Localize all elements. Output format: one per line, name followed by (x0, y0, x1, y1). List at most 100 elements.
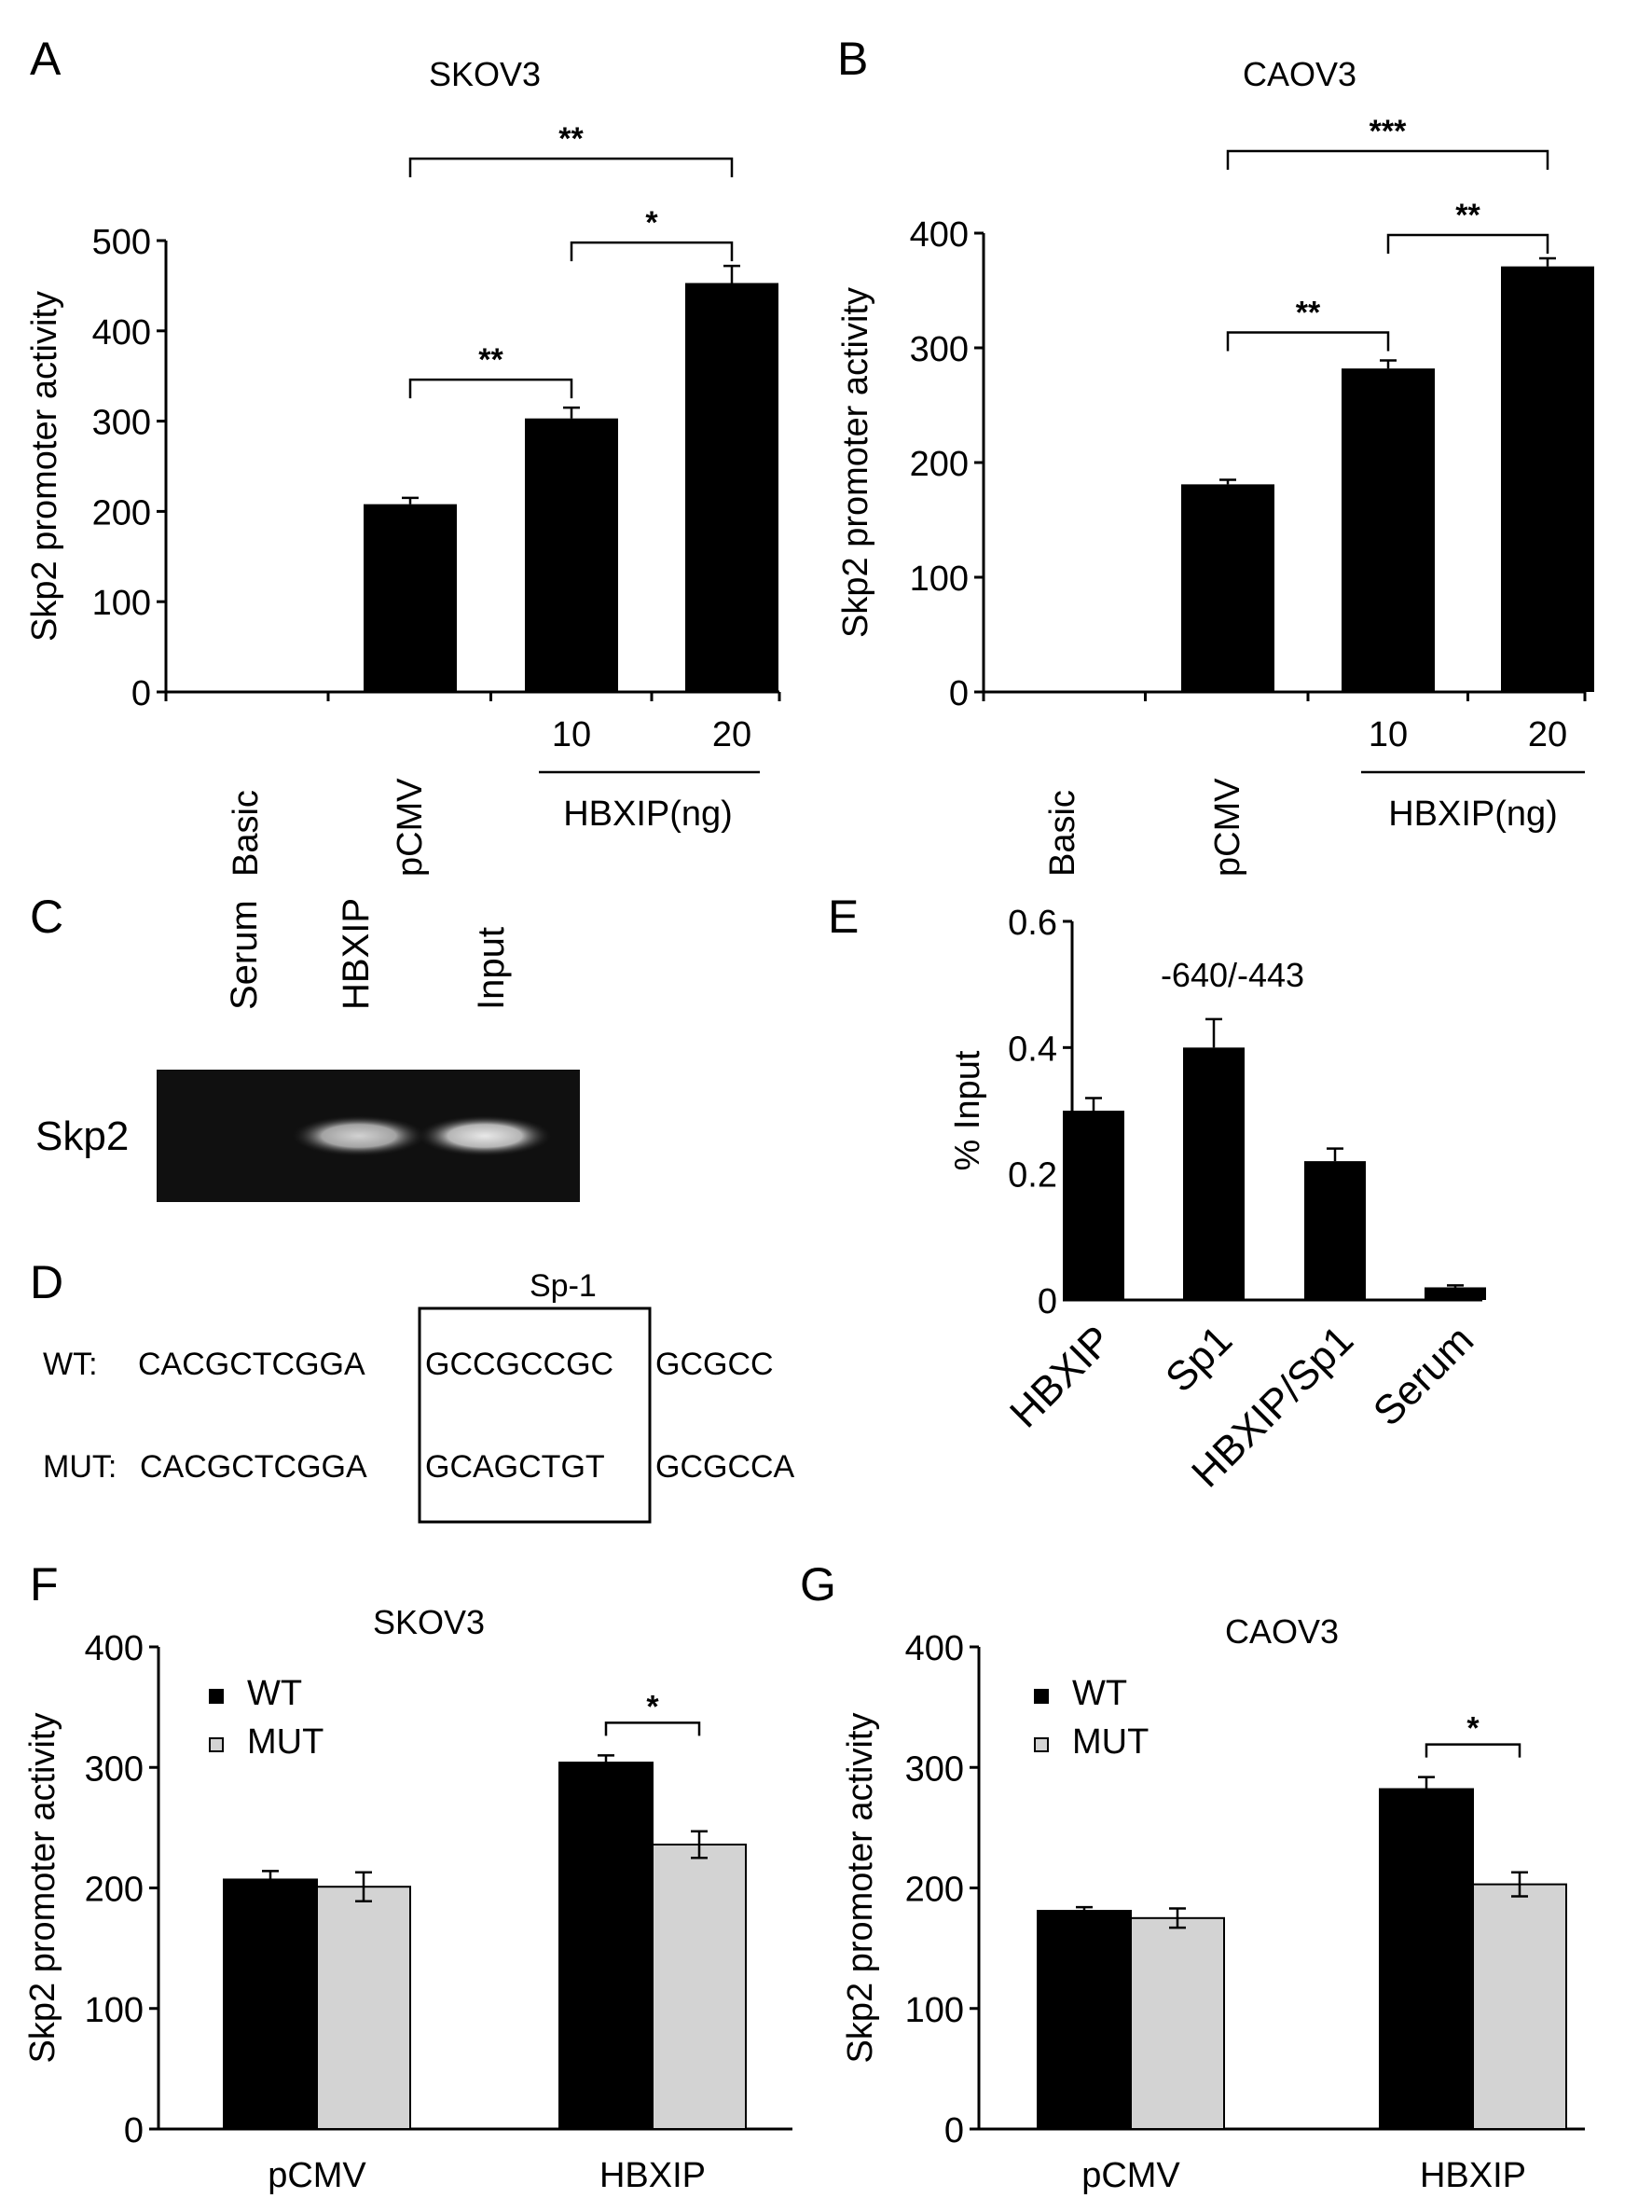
significance-label: * (645, 205, 658, 241)
x-category-label: HBXIP (1420, 2156, 1526, 2195)
chart-f-skov3-wt-mut: 0 100 200 300 400 Skp2 promoter activity SKOV3… (23, 1603, 792, 2195)
y-tick-label: 200 (92, 493, 151, 532)
y-tick-label: 100 (85, 1991, 144, 2030)
panel-label-e: E (828, 891, 859, 943)
x-category-label: HBXIP (1001, 1317, 1121, 1436)
motif-box (418, 1306, 652, 1524)
bar-wt (558, 1762, 654, 2130)
bar (364, 504, 457, 692)
y-tick-label: 500 (92, 223, 151, 262)
y-tick-label: 0.4 (1008, 1030, 1057, 1069)
significance-bracket (1425, 1743, 1521, 1758)
y-tick-label: 100 (92, 584, 151, 623)
bar-wt (1037, 1910, 1132, 2131)
gel-band-input (418, 1115, 552, 1156)
bar (1501, 266, 1594, 692)
x-category-label: pCMV (391, 778, 430, 877)
legend-swatch-wt (209, 1689, 224, 1704)
significance-label: ** (558, 121, 584, 157)
bar (525, 418, 618, 692)
panel-label-d: D (30, 1256, 63, 1308)
panel-label-a: A (30, 33, 62, 85)
bar-mut (1130, 1916, 1225, 2130)
y-tick-label: 200 (85, 1871, 144, 1910)
significance-bracket (408, 378, 573, 399)
mut-right-seq: GCGCCA (655, 1449, 795, 1485)
bar-mut (652, 1843, 747, 2130)
chart-title: CAOV3 (1225, 1612, 1339, 1651)
y-tick-label: 400 (905, 1629, 964, 1668)
y-tick-label: 300 (92, 404, 151, 443)
bar (1304, 1161, 1366, 1300)
chart-g-caov3-wt-mut: 0 100 200 300 400 Skp2 promoter activity CAOV3… (841, 1612, 1585, 2195)
y-axis-label: Skp2 promoter activity (836, 287, 875, 638)
sequence-panel: Sp-1 WT: CACGCTCGGA GCCGCCGC GCGCC MUT: … (43, 1268, 822, 1524)
x-category-label: pCMV (1081, 2156, 1180, 2195)
x-category-label: HBXIP (599, 2156, 706, 2195)
x-category-label: Sp1 (1157, 1317, 1241, 1401)
y-tick-label: 300 (905, 1749, 964, 1789)
group-label: HBXIP(ng) (1388, 795, 1558, 834)
panel-label-c: C (30, 891, 63, 943)
y-axis-label: Skp2 promoter activity (23, 1713, 62, 2064)
chart-title: SKOV3 (373, 1603, 485, 1641)
significance-bracket (408, 157, 734, 178)
y-tick-label: 0 (944, 2111, 964, 2150)
motif-label: Sp-1 (530, 1268, 597, 1304)
mut-motif-seq: GCAGCTGT (425, 1449, 605, 1485)
y-axis-label: Skp2 promoter activity (25, 291, 64, 642)
x-category-label: 20 (712, 715, 751, 754)
y-tick-label: 200 (905, 1871, 964, 1910)
bar-wt (223, 1878, 318, 2130)
bar-mut (316, 1886, 411, 2131)
chart-title: CAOV3 (1243, 55, 1356, 93)
y-tick-label: 400 (92, 313, 151, 353)
x-category-label: 10 (1369, 715, 1408, 754)
y-tick-label: 300 (910, 330, 969, 369)
gel-lane-label-serum: Serum (224, 900, 265, 1010)
bar-wt (1379, 1788, 1474, 2130)
panel-label-f: F (30, 1558, 59, 1611)
y-tick-label: 400 (910, 215, 969, 255)
significance-label: *** (1370, 114, 1407, 149)
significance-label: ** (1455, 198, 1480, 233)
legend-label-wt: WT (247, 1674, 302, 1713)
significance-label: * (646, 1689, 659, 1724)
y-tick-label: 300 (85, 1749, 144, 1789)
bar (1063, 1111, 1124, 1300)
y-tick-label: 0 (131, 674, 151, 713)
gel-row-label-skp2: Skp2 (35, 1113, 129, 1159)
legend-label-mut: MUT (247, 1722, 324, 1762)
significance-label: * (1466, 1711, 1480, 1747)
bar (1342, 368, 1435, 692)
wt-label: WT: (43, 1347, 98, 1382)
panel-label-g: G (800, 1558, 836, 1611)
chart-a-skov3-promoter: 0 100 200 300 400 500 Skp2 promoter activity SK… (25, 55, 781, 877)
significance-bracket (604, 1721, 701, 1736)
bar (1181, 484, 1274, 692)
wt-right-seq: GCGCC (655, 1347, 774, 1382)
x-category-label: Basic (227, 790, 266, 877)
y-tick-label: 100 (905, 1991, 964, 2030)
gel-panel: Serum HBXIP Input Skp2 (35, 898, 580, 1202)
x-category-label: 10 (552, 715, 591, 754)
legend-swatch-mut (209, 1737, 224, 1752)
y-axis-label: % Input (948, 1050, 987, 1170)
y-tick-label: 0.2 (1008, 1156, 1057, 1196)
significance-bracket (570, 241, 734, 262)
group-label: HBXIP(ng) (563, 795, 733, 834)
gel-lane-label-input: Input (471, 927, 512, 1010)
x-category-label: 20 (1528, 715, 1567, 754)
chart-b-caov3-promoter: 0 100 200 300 400 Skp2 promoter activity CAOV3… (836, 55, 1594, 877)
legend-label-mut: MUT (1072, 1722, 1149, 1762)
significance-bracket (1226, 331, 1390, 352)
y-tick-label: 100 (910, 560, 969, 599)
bar (685, 283, 778, 692)
x-category-label: pCMV (268, 2156, 366, 2195)
chart-title: SKOV3 (429, 55, 541, 93)
mut-label: MUT: (43, 1449, 117, 1485)
panel-label-b: B (837, 33, 868, 85)
legend-label-wt: WT (1072, 1674, 1127, 1713)
legend-swatch-mut (1034, 1737, 1049, 1752)
significance-label: ** (478, 342, 503, 378)
